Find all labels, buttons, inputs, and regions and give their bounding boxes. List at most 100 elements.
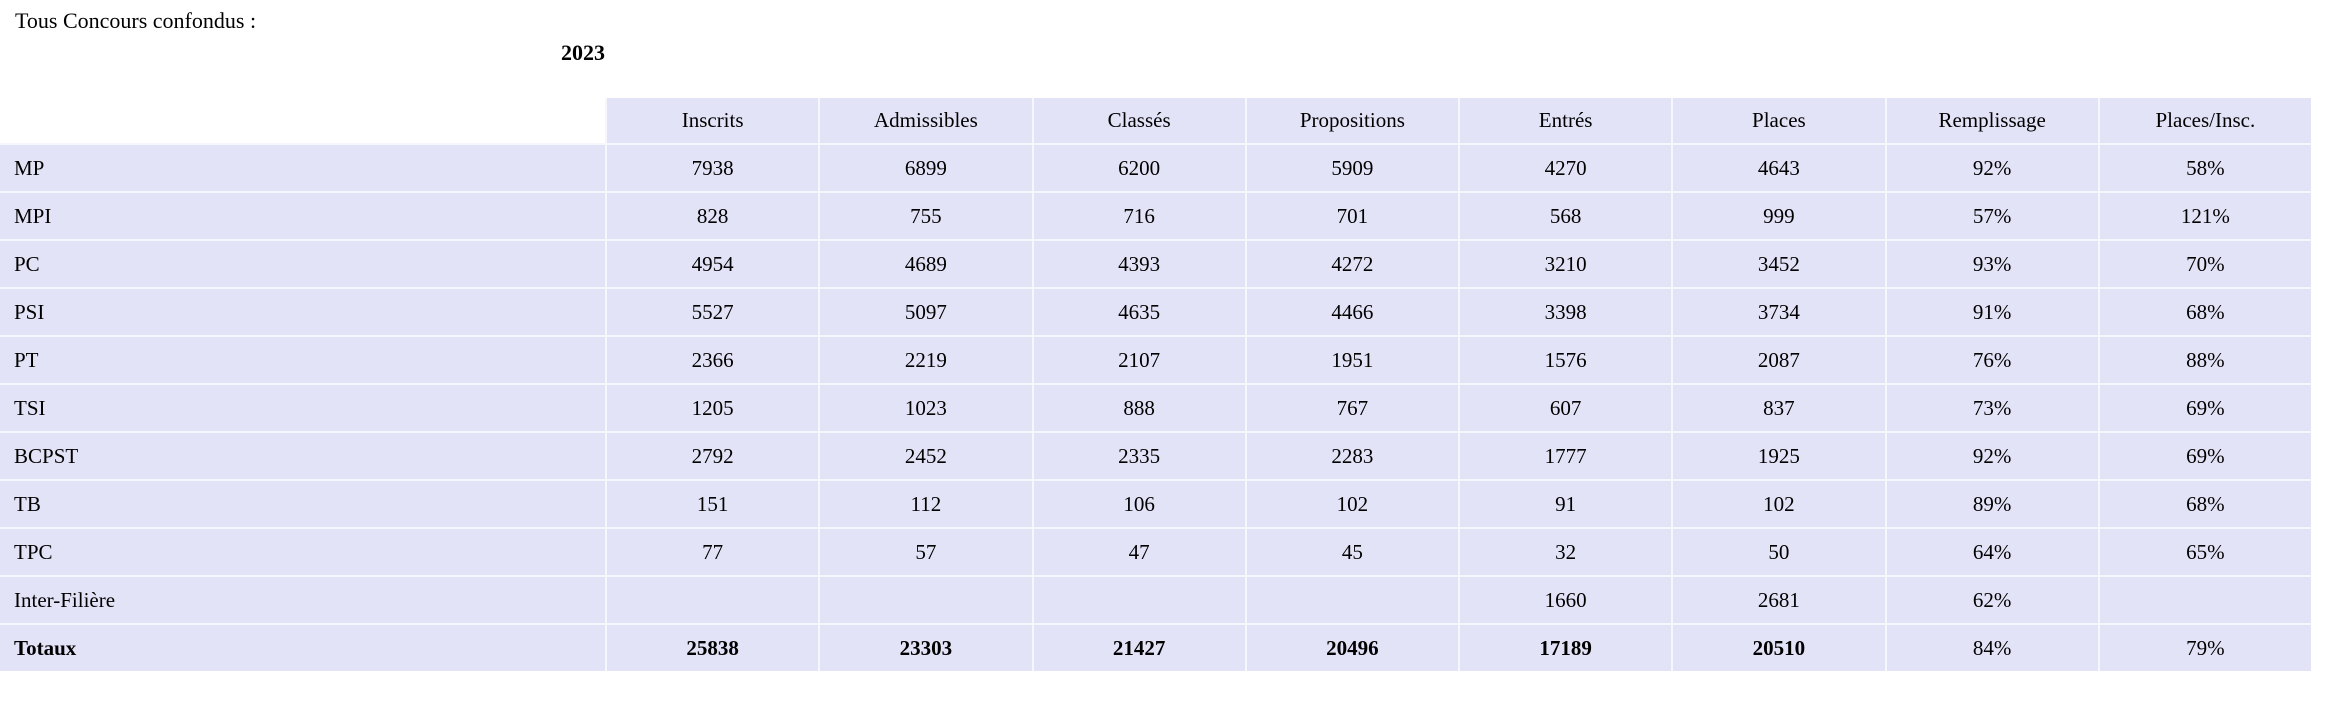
table-cell: 3398 — [1460, 289, 1672, 335]
table-cell: 77 — [607, 529, 819, 575]
table-cell: 888 — [1033, 385, 1245, 431]
table-cell — [1033, 577, 1245, 623]
table-cell: 837 — [1673, 385, 1885, 431]
table-cell: 828 — [607, 193, 819, 239]
table-row: Inter-Filière 1660 2681 62% — [0, 577, 2311, 623]
row-label: TPC — [0, 529, 605, 575]
table-cell: 73% — [1886, 385, 2098, 431]
table-cell: 1205 — [607, 385, 819, 431]
column-header-places: Places — [1673, 98, 1885, 143]
row-label: PT — [0, 337, 605, 383]
column-header-remplissage: Remplissage — [1886, 98, 2098, 143]
header-corner-cell — [0, 98, 605, 143]
table-cell: 5909 — [1246, 145, 1458, 191]
table-cell: 1023 — [820, 385, 1032, 431]
table-cell: 89% — [1886, 481, 2098, 527]
table-row: BCPST 2792 2452 2335 2283 1777 1925 92% 69% — [0, 433, 2311, 479]
table-cell: 93% — [1886, 241, 2098, 287]
table-cell: 6200 — [1033, 145, 1245, 191]
table-cell: 2452 — [820, 433, 1032, 479]
table-cell: 2366 — [607, 337, 819, 383]
year-heading: 2023 — [561, 40, 605, 65]
table-cell: 701 — [1246, 193, 1458, 239]
table-cell — [1246, 577, 1458, 623]
table-cell: 121% — [2099, 193, 2311, 239]
table-cell: 21427 — [1033, 625, 1245, 671]
table-cell: 69% — [2099, 385, 2311, 431]
page-title: Tous Concours confondus : — [15, 8, 257, 33]
table-cell: 999 — [1673, 193, 1885, 239]
table-cell: 32 — [1460, 529, 1672, 575]
table-cell: 102 — [1673, 481, 1885, 527]
table-cell: 1576 — [1460, 337, 1672, 383]
table-cell: 4954 — [607, 241, 819, 287]
table-cell: 57 — [820, 529, 1032, 575]
table-cell: 76% — [1886, 337, 2098, 383]
table-cell: 4689 — [820, 241, 1032, 287]
column-header-propositions: Propositions — [1246, 98, 1458, 143]
table-cell: 5097 — [820, 289, 1032, 335]
row-label: MPI — [0, 193, 605, 239]
table-row: PC 4954 4689 4393 4272 3210 3452 93% 70% — [0, 241, 2311, 287]
row-label: PC — [0, 241, 605, 287]
column-header-admissibles: Admissibles — [820, 98, 1032, 143]
table-row: MPI 828 755 716 701 568 999 57% 121% — [0, 193, 2311, 239]
table-header-row: Inscrits Admissibles Classés Proposition… — [0, 98, 2311, 143]
table-cell: 102 — [1246, 481, 1458, 527]
table-cell: 4466 — [1246, 289, 1458, 335]
table-row: PSI 5527 5097 4635 4466 3398 3734 91% 68% — [0, 289, 2311, 335]
table-row: PT 2366 2219 2107 1951 1576 2087 76% 88% — [0, 337, 2311, 383]
row-label: TB — [0, 481, 605, 527]
table-cell: 568 — [1460, 193, 1672, 239]
table-row: MP 7938 6899 6200 5909 4270 4643 92% 58% — [0, 145, 2311, 191]
table-cell: 6899 — [820, 145, 1032, 191]
table-cell: 2792 — [607, 433, 819, 479]
row-label: PSI — [0, 289, 605, 335]
table-cell: 62% — [1886, 577, 2098, 623]
table-row: Totaux 25838 23303 21427 20496 17189 20510 84% 7… — [0, 625, 2311, 671]
table-cell: 92% — [1886, 433, 2098, 479]
table-cell: 20496 — [1246, 625, 1458, 671]
table-row: TSI 1205 1023 888 767 607 837 73% 69% — [0, 385, 2311, 431]
table-cell: 70% — [2099, 241, 2311, 287]
table-cell: 2335 — [1033, 433, 1245, 479]
row-label: BCPST — [0, 433, 605, 479]
table-cell: 151 — [607, 481, 819, 527]
table-cell — [820, 577, 1032, 623]
table-cell: 2087 — [1673, 337, 1885, 383]
table-cell: 79% — [2099, 625, 2311, 671]
table-cell: 4393 — [1033, 241, 1245, 287]
table-cell: 3452 — [1673, 241, 1885, 287]
table-cell: 68% — [2099, 481, 2311, 527]
table-cell: 92% — [1886, 145, 2098, 191]
table-cell: 68% — [2099, 289, 2311, 335]
row-label: MP — [0, 145, 605, 191]
table-cell: 4270 — [1460, 145, 1672, 191]
table-cell: 3210 — [1460, 241, 1672, 287]
results-table: Inscrits Admissibles Classés Proposition… — [0, 98, 2311, 671]
table-cell: 57% — [1886, 193, 2098, 239]
row-label: Inter-Filière — [0, 577, 605, 623]
column-header-places-insc: Places/Insc. — [2099, 98, 2311, 143]
table-cell: 69% — [2099, 433, 2311, 479]
table-cell: 4272 — [1246, 241, 1458, 287]
table-cell: 767 — [1246, 385, 1458, 431]
table-cell: 58% — [2099, 145, 2311, 191]
table-cell: 716 — [1033, 193, 1245, 239]
table-cell: 3734 — [1673, 289, 1885, 335]
table-row: TPC 77 57 47 45 32 50 64% 65% — [0, 529, 2311, 575]
table-row: TB 151 112 106 102 91 102 89% 68% — [0, 481, 2311, 527]
table-cell: 5527 — [607, 289, 819, 335]
table-cell: 4643 — [1673, 145, 1885, 191]
table-cell: 1925 — [1673, 433, 1885, 479]
table-cell: 91 — [1460, 481, 1672, 527]
column-header-classes: Classés — [1033, 98, 1245, 143]
table-cell: 2283 — [1246, 433, 1458, 479]
table-cell: 47 — [1033, 529, 1245, 575]
table-cell: 106 — [1033, 481, 1245, 527]
table-cell: 755 — [820, 193, 1032, 239]
column-header-entres: Entrés — [1460, 98, 1672, 143]
table-cell: 2219 — [820, 337, 1032, 383]
table-cell: 23303 — [820, 625, 1032, 671]
